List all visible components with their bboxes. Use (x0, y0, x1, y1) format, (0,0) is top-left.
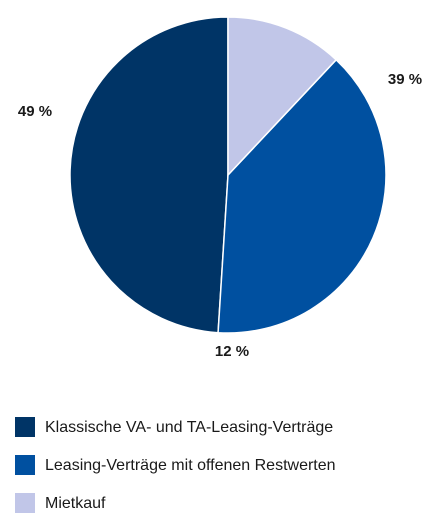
value-label: 49 % (18, 103, 52, 120)
legend-swatch (15, 417, 35, 437)
value-label: 39 % (388, 71, 422, 88)
legend-swatch (15, 455, 35, 475)
pie-slice (217, 58, 387, 334)
pie-slice (69, 16, 229, 334)
legend-label: Mietkauf (45, 495, 106, 512)
value-label: 12 % (215, 343, 249, 360)
pie-slice (227, 16, 338, 177)
legend-label: Leasing-Verträge mit offenen Restwerten (45, 457, 336, 474)
legend-swatch (15, 493, 35, 513)
legend-label: Klassische VA- und TA-Leasing-Verträge (45, 419, 333, 436)
